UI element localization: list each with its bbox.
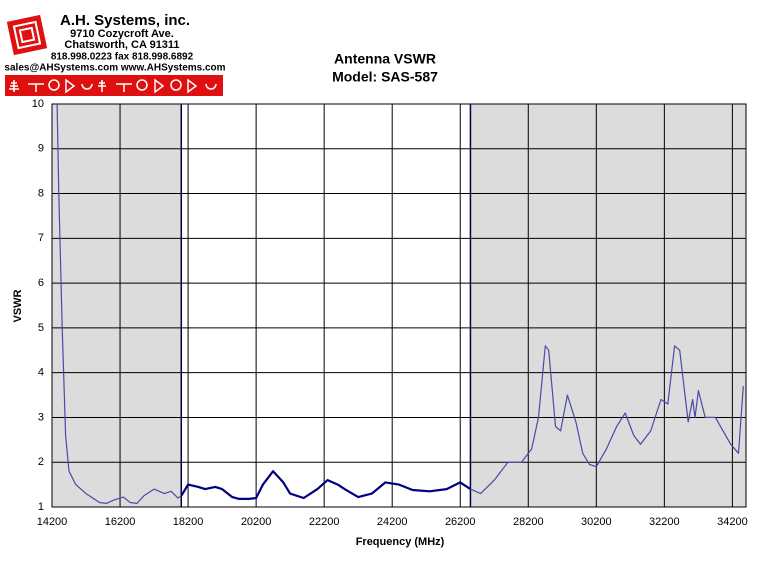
x-axis-label: Frequency (MHz)	[356, 536, 445, 548]
vswr-line	[56, 103, 182, 504]
city: Chatsworth, CA 91311	[64, 39, 179, 51]
x-tick-label: 28200	[513, 516, 544, 528]
y-axis-label: VSWR	[12, 289, 24, 322]
logo	[6, 14, 48, 56]
y-tick-label: 8	[38, 187, 44, 199]
x-tick-label: 26200	[445, 516, 476, 528]
y-tick-label: 9	[38, 143, 44, 155]
chart-title: Antenna VSWR	[334, 51, 436, 67]
x-tick-label: 34200	[717, 516, 748, 528]
address: 9710 Cozycroft Ave.	[70, 28, 174, 40]
x-tick-label: 20200	[241, 516, 272, 528]
y-tick-label: 4	[38, 367, 44, 379]
x-tick-label: 18200	[173, 516, 204, 528]
y-tick-label: 5	[38, 322, 44, 334]
x-tick-label: 16200	[105, 516, 136, 528]
plot-border	[51, 103, 747, 508]
y-tick-label: 2	[38, 456, 44, 468]
web: sales@AHSystems.com www.AHSystems.com	[4, 63, 225, 74]
x-tick-label: 22200	[309, 516, 340, 528]
y-tick-label: 1	[38, 501, 44, 513]
vswr-line	[180, 470, 472, 500]
shaded-band	[52, 104, 182, 507]
y-tick-label: 3	[38, 411, 44, 423]
x-tick-label: 24200	[377, 516, 408, 528]
shaded-band	[470, 104, 746, 507]
vswr-line	[470, 345, 744, 495]
x-tick-label: 32200	[649, 516, 680, 528]
x-tick-label: 30200	[581, 516, 612, 528]
chart-subtitle: Model: SAS-587	[332, 69, 438, 85]
x-tick-label: 14200	[37, 516, 68, 528]
y-tick-label: 6	[38, 277, 44, 289]
y-tick-label: 7	[38, 232, 44, 244]
phone: 818.998.0223 fax 818.998.6892	[51, 52, 194, 63]
icon-strip	[5, 75, 223, 96]
company: A.H. Systems, inc.	[60, 12, 190, 29]
y-tick-label: 10	[32, 98, 44, 110]
